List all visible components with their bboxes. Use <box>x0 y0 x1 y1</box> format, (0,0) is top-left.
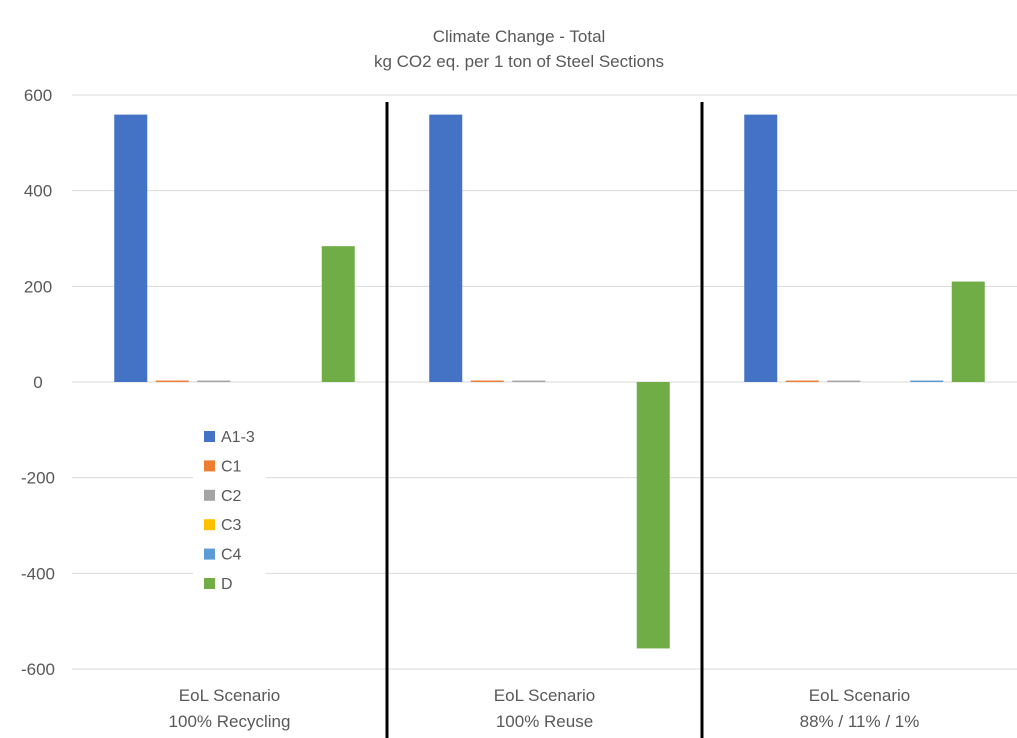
category-label: EoL Scenario <box>179 686 280 705</box>
y-tick-label: -600 <box>21 660 55 679</box>
chart-title: Climate Change - Total <box>433 27 606 46</box>
bar-D-cat1 <box>321 246 355 382</box>
y-tick-label: -200 <box>21 469 55 488</box>
bar-D-cat3 <box>951 281 985 382</box>
scenario-separators <box>385 102 704 738</box>
legend-swatch-C2 <box>204 489 215 501</box>
x-axis-category-labels: EoL Scenario 100% Recycling EoL Scenario 10… <box>169 686 920 731</box>
legend-label-C1: C1 <box>221 458 242 475</box>
legend-swatch-C1 <box>204 460 215 472</box>
legend-label-C4: C4 <box>221 547 242 564</box>
y-axis-tick-labels: 600 400 200 0 -200 -400 -600 <box>21 86 55 679</box>
bars <box>114 114 985 649</box>
bar-A1-3-cat1 <box>114 114 148 382</box>
legend-swatch-C4 <box>204 548 215 560</box>
category-label: 100% Recycling <box>169 712 291 731</box>
bar-C1-cat3 <box>785 380 819 382</box>
y-tick-label: -400 <box>21 564 55 583</box>
category-label: 88% / 11% / 1% <box>800 712 920 731</box>
legend-swatch-A1-3 <box>204 431 215 442</box>
bar-C4-cat3 <box>910 380 944 382</box>
y-tick-label: 200 <box>24 277 52 296</box>
legend-swatch-D <box>204 578 215 589</box>
legend-label-C3: C3 <box>221 517 242 534</box>
chart-subtitle: kg CO2 eq. per 1 ton of Steel Sections <box>374 52 664 71</box>
bar-C2-cat1 <box>197 380 231 382</box>
y-tick-label: 0 <box>33 373 42 392</box>
y-tick-label: 600 <box>24 86 52 105</box>
bar-C1-cat1 <box>155 380 189 382</box>
legend-label-D: D <box>221 576 233 593</box>
category-label: EoL Scenario <box>494 686 595 705</box>
legend-swatch-C3 <box>204 519 215 531</box>
bar-D-cat2 <box>636 382 670 649</box>
category-label: 100% Reuse <box>496 712 593 731</box>
y-tick-label: 400 <box>24 182 52 201</box>
legend-label-C2: C2 <box>221 488 242 505</box>
bar-C2-cat2 <box>512 380 546 382</box>
bar-C2-cat3 <box>827 380 861 382</box>
bar-A1-3-cat3 <box>744 114 778 382</box>
legend-background <box>193 420 266 598</box>
category-label: EoL Scenario <box>809 686 910 705</box>
bar-A1-3-cat2 <box>429 114 463 382</box>
legend: A1-3 C1 C2 C3 C4 D <box>193 420 266 598</box>
bar-C1-cat2 <box>470 380 504 382</box>
legend-label-A1-3: A1-3 <box>221 429 255 446</box>
